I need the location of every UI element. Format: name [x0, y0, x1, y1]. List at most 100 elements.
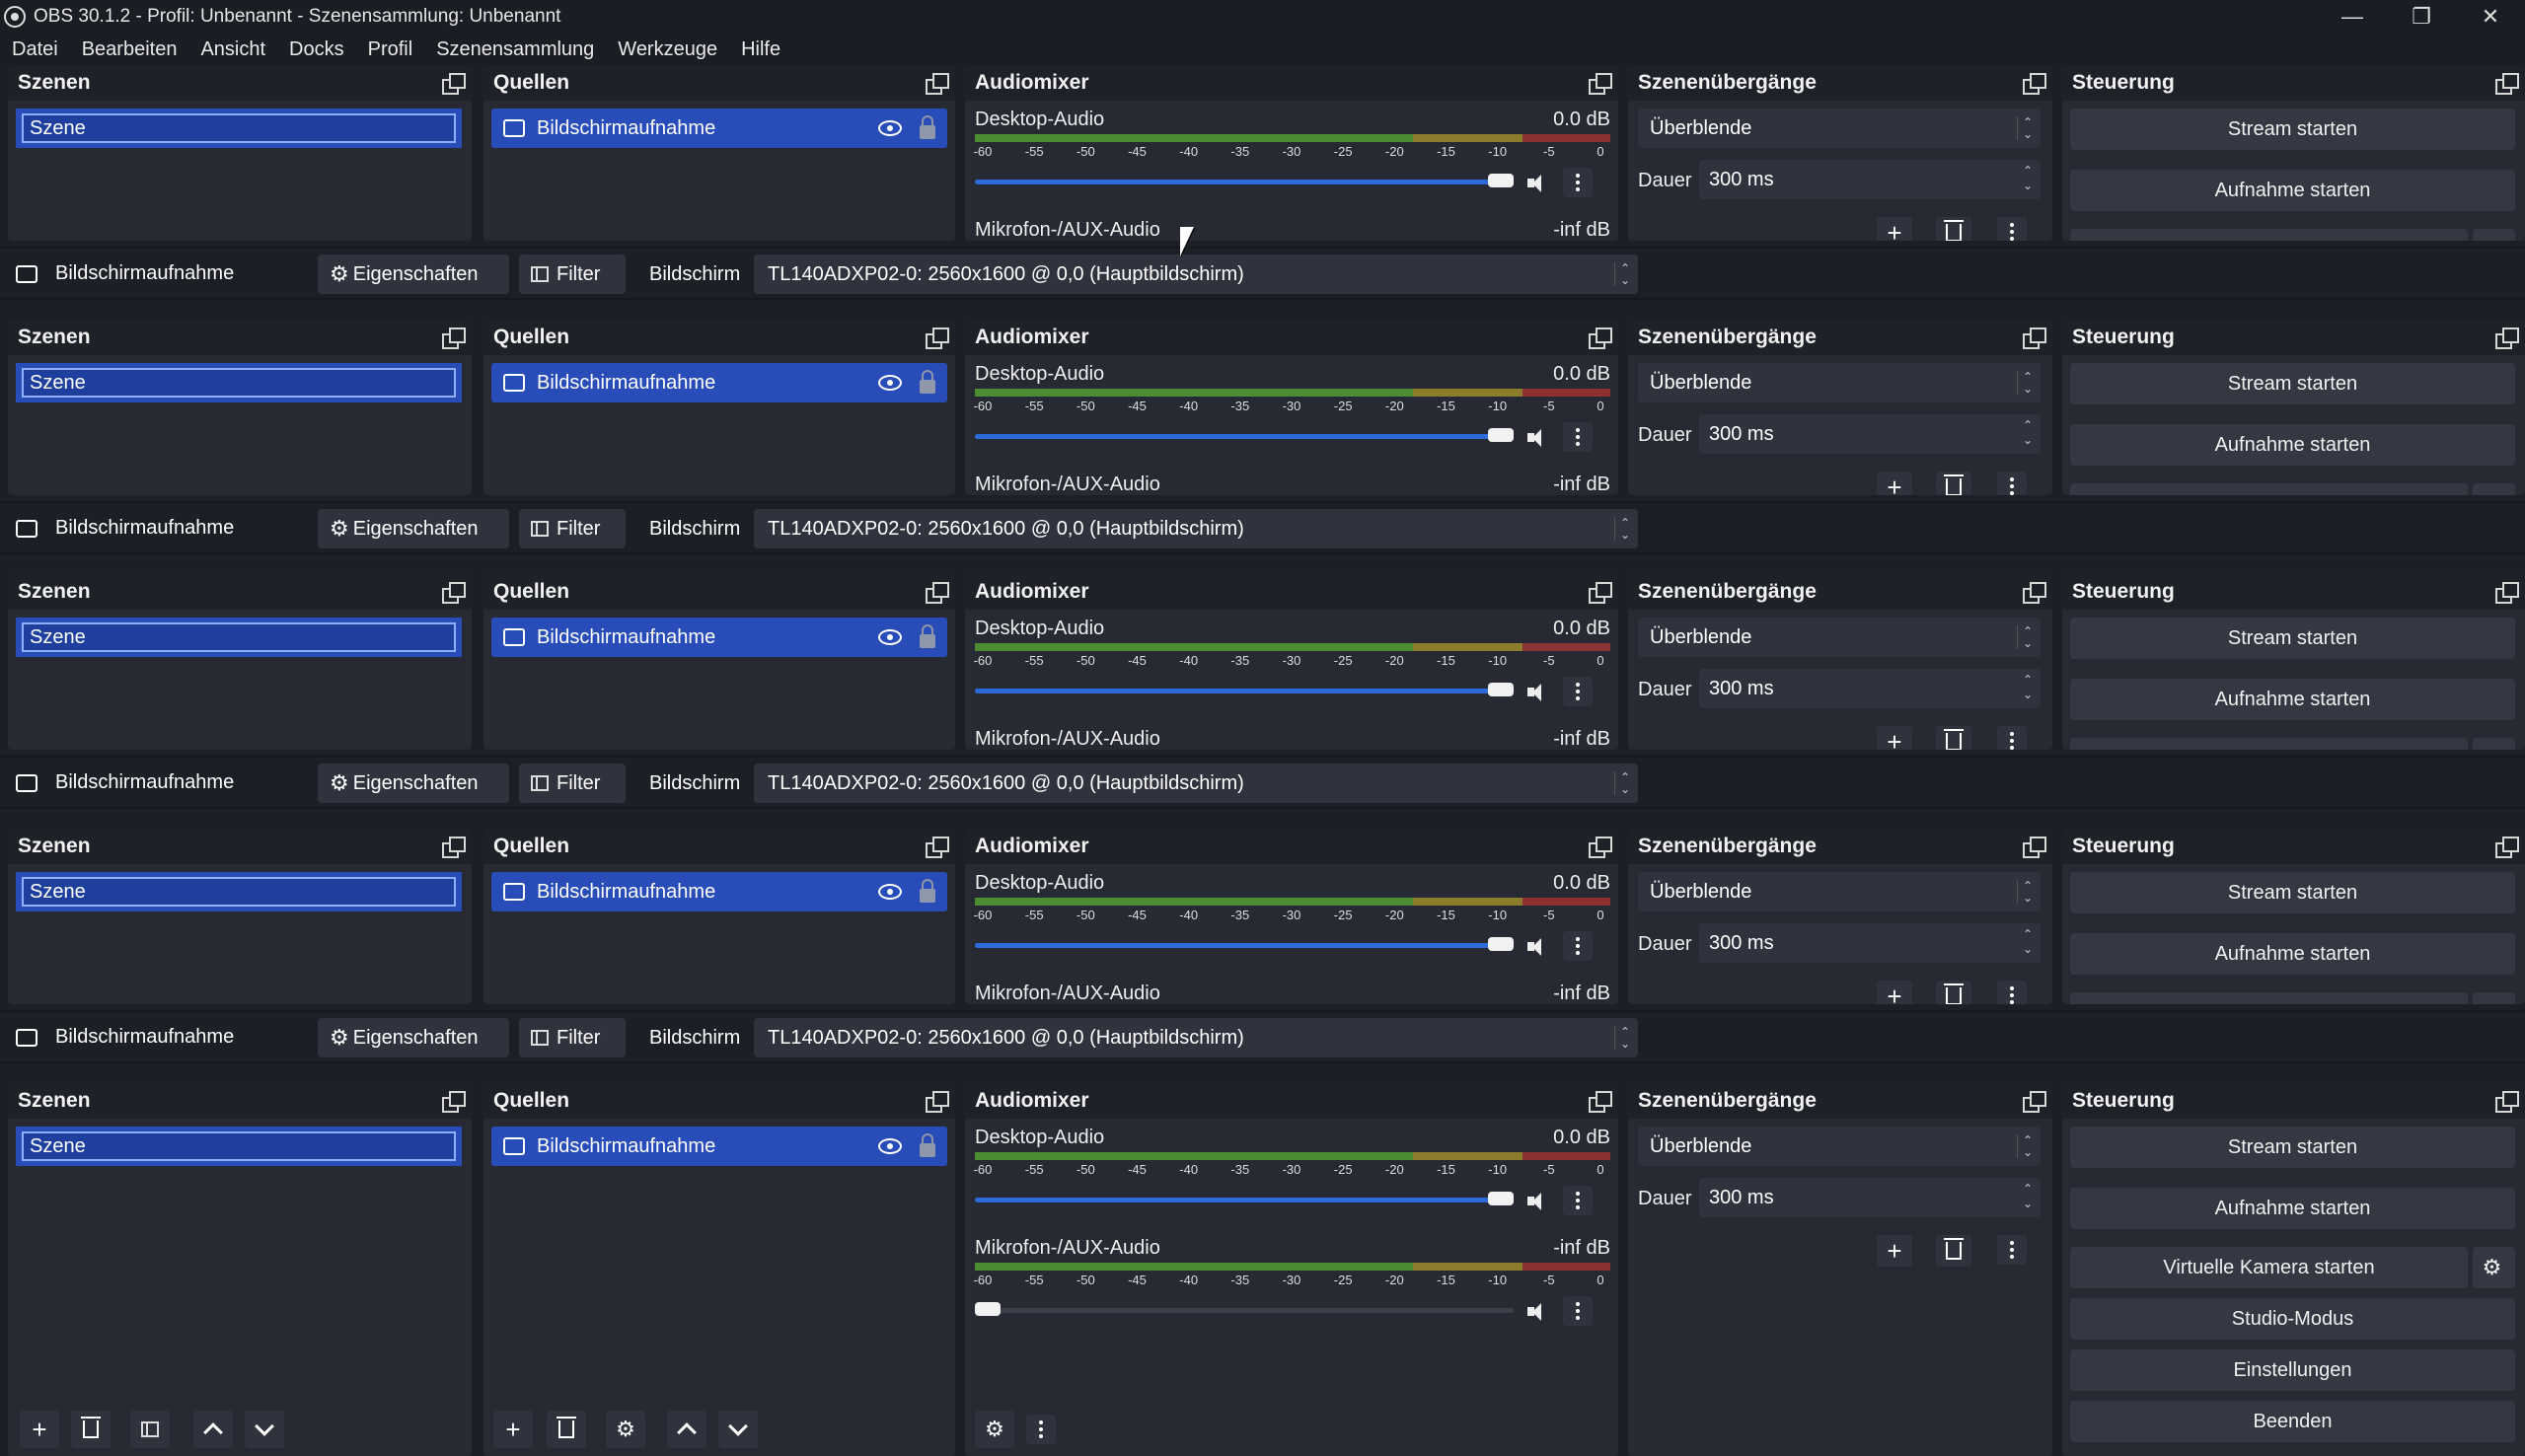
float-dock-icon[interactable]: [2023, 328, 2046, 349]
add-transition-button[interactable]: +: [1877, 1235, 1912, 1267]
properties-button[interactable]: ⚙ Eigenschaften: [318, 1018, 509, 1057]
speaker-icon[interactable]: [1527, 174, 1549, 193]
float-dock-icon[interactable]: [442, 837, 466, 858]
scene-list-item[interactable]: Szene: [16, 872, 462, 911]
duration-spinbox[interactable]: 300 ms ⌃ ⌄: [1699, 923, 2041, 963]
source-list-item[interactable]: Bildschirmaufnahme: [491, 618, 947, 657]
float-dock-icon[interactable]: [2023, 837, 2046, 858]
menu-szenensammlung[interactable]: Szenensammlung: [436, 37, 595, 60]
transition-select[interactable]: Überblende ⌃ ⌄: [1638, 1127, 2041, 1166]
kebab-menu-icon[interactable]: [1563, 422, 1593, 452]
scene-list-item[interactable]: Szene: [16, 109, 462, 148]
volume-slider-handle[interactable]: [1488, 1192, 1514, 1205]
transition-select[interactable]: Überblende ⌃ ⌄: [1638, 618, 2041, 657]
volume-slider[interactable]: [975, 937, 1514, 951]
kebab-menu-icon[interactable]: [1563, 931, 1593, 961]
move-source-up-button[interactable]: [667, 1411, 706, 1448]
source-properties-button[interactable]: ⚙: [606, 1411, 645, 1448]
source-list-item[interactable]: Bildschirmaufnahme: [491, 872, 947, 911]
remove-transition-button[interactable]: [1936, 217, 1971, 241]
float-dock-icon[interactable]: [442, 1091, 466, 1113]
remove-transition-button[interactable]: [1936, 1235, 1971, 1267]
screen-select[interactable]: TL140ADXP02-0: 2560x1600 @ 0,0 (Hauptbil…: [754, 764, 1638, 803]
screen-select[interactable]: TL140ADXP02-0: 2560x1600 @ 0,0 (Hauptbil…: [754, 509, 1638, 548]
volume-slider-handle[interactable]: [975, 1302, 1001, 1316]
float-dock-icon[interactable]: [2023, 582, 2046, 604]
studio-mode-button[interactable]: Studio-Modus: [2070, 1298, 2515, 1340]
scene-filters-button[interactable]: [130, 1411, 170, 1448]
speaker-icon[interactable]: [1527, 937, 1549, 957]
advanced-audio-properties-button[interactable]: ⚙: [975, 1411, 1014, 1448]
menu-bearbeiten[interactable]: Bearbeiten: [81, 37, 178, 60]
scene-name-edit[interactable]: Szene: [22, 368, 456, 398]
scene-list-item[interactable]: Szene: [16, 1127, 462, 1166]
transition-select[interactable]: Überblende ⌃ ⌄: [1638, 363, 2041, 402]
start-recording-button[interactable]: Aufnahme starten: [2070, 170, 2515, 211]
float-dock-icon[interactable]: [2023, 73, 2046, 95]
volume-slider[interactable]: [975, 174, 1514, 187]
duration-spinbox[interactable]: 300 ms ⌃ ⌄: [1699, 669, 2041, 708]
minimize-button[interactable]: —: [2341, 4, 2363, 29]
source-list-item[interactable]: Bildschirmaufnahme: [491, 1127, 947, 1166]
properties-button[interactable]: ⚙ Eigenschaften: [318, 764, 509, 803]
screen-select[interactable]: TL140ADXP02-0: 2560x1600 @ 0,0 (Hauptbil…: [754, 1018, 1638, 1057]
float-dock-icon[interactable]: [926, 1091, 949, 1113]
volume-slider-handle[interactable]: [1488, 937, 1514, 951]
kebab-menu-icon[interactable]: [1997, 1235, 2027, 1265]
remove-transition-button[interactable]: [1936, 981, 1971, 1004]
virtual-camera-settings-button[interactable]: ⚙: [2473, 229, 2515, 241]
menu-werkzeuge[interactable]: Werkzeuge: [618, 37, 718, 60]
lock-icon[interactable]: [920, 624, 935, 648]
kebab-menu-icon[interactable]: [1997, 472, 2027, 495]
float-dock-icon[interactable]: [2495, 1091, 2519, 1113]
start-virtual-camera-button[interactable]: Virtuelle Kamera starten: [2070, 738, 2468, 750]
float-dock-icon[interactable]: [1589, 73, 1612, 95]
kebab-menu-icon[interactable]: [1563, 1186, 1593, 1215]
filter-button[interactable]: Filter: [519, 1018, 626, 1057]
filter-button[interactable]: Filter: [519, 255, 626, 294]
float-dock-icon[interactable]: [1589, 582, 1612, 604]
add-transition-button[interactable]: +: [1877, 217, 1912, 241]
add-transition-button[interactable]: +: [1877, 472, 1912, 495]
menu-hilfe[interactable]: Hilfe: [741, 37, 781, 60]
start-stream-button[interactable]: Stream starten: [2070, 872, 2515, 913]
menu-profil[interactable]: Profil: [367, 37, 413, 60]
lock-icon[interactable]: [920, 115, 935, 139]
lock-icon[interactable]: [920, 879, 935, 903]
remove-scene-button[interactable]: [71, 1411, 111, 1448]
volume-slider-handle[interactable]: [1488, 174, 1514, 187]
volume-slider[interactable]: [975, 683, 1514, 696]
float-dock-icon[interactable]: [2495, 328, 2519, 349]
remove-source-button[interactable]: [547, 1411, 586, 1448]
menu-docks[interactable]: Docks: [289, 37, 344, 60]
add-source-button[interactable]: +: [493, 1411, 533, 1448]
move-scene-down-button[interactable]: [245, 1411, 284, 1448]
start-virtual-camera-button[interactable]: Virtuelle Kamera starten: [2070, 483, 2468, 495]
float-dock-icon[interactable]: [926, 837, 949, 858]
start-virtual-camera-button[interactable]: Virtuelle Kamera starten: [2070, 992, 2468, 1004]
virtual-camera-settings-button[interactable]: ⚙: [2473, 992, 2515, 1004]
start-stream-button[interactable]: Stream starten: [2070, 363, 2515, 404]
speaker-icon[interactable]: [1527, 1192, 1549, 1211]
start-recording-button[interactable]: Aufnahme starten: [2070, 1188, 2515, 1229]
kebab-menu-icon[interactable]: [1997, 981, 2027, 1004]
virtual-camera-settings-button[interactable]: ⚙: [2473, 483, 2515, 495]
kebab-menu-icon[interactable]: [1563, 677, 1593, 706]
float-dock-icon[interactable]: [926, 582, 949, 604]
eye-icon[interactable]: [878, 120, 902, 136]
start-stream-button[interactable]: Stream starten: [2070, 1127, 2515, 1168]
transition-select[interactable]: Überblende ⌃ ⌄: [1638, 872, 2041, 911]
exit-button[interactable]: Beenden: [2070, 1401, 2515, 1442]
start-stream-button[interactable]: Stream starten: [2070, 109, 2515, 150]
duration-spinbox[interactable]: 300 ms ⌃ ⌄: [1699, 1178, 2041, 1217]
screen-select[interactable]: TL140ADXP02-0: 2560x1600 @ 0,0 (Hauptbil…: [754, 255, 1638, 294]
float-dock-icon[interactable]: [1589, 328, 1612, 349]
start-recording-button[interactable]: Aufnahme starten: [2070, 933, 2515, 975]
add-transition-button[interactable]: +: [1877, 726, 1912, 750]
float-dock-icon[interactable]: [442, 73, 466, 95]
move-source-down-button[interactable]: [718, 1411, 758, 1448]
float-dock-icon[interactable]: [2023, 1091, 2046, 1113]
speaker-icon[interactable]: [1527, 1302, 1549, 1322]
duration-spinbox[interactable]: 300 ms ⌃ ⌄: [1699, 160, 2041, 199]
start-stream-button[interactable]: Stream starten: [2070, 618, 2515, 659]
